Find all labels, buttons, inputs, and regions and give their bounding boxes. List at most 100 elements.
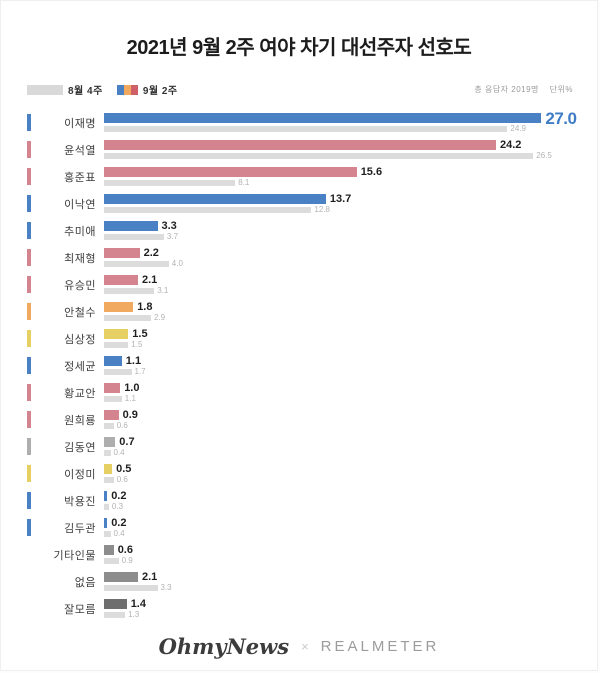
current-week-line: 0.5: [104, 463, 597, 475]
current-week-line: 2.1: [104, 274, 597, 286]
previous-week-bar: [104, 395, 122, 402]
candidate-label: 기타인물: [53, 549, 96, 562]
chart-row: 심상정 1.5 1.5: [1, 325, 597, 352]
current-week-line: 1.1: [104, 355, 597, 367]
bar-group: 0.2 0.4: [104, 517, 597, 538]
bar-group: 27.0 24.9: [104, 110, 597, 133]
previous-week-line: 4.0: [104, 259, 597, 268]
party-color-tick: [27, 114, 31, 131]
chart-row: 윤석열 24.2 26.5: [1, 136, 597, 163]
party-color-tick: [27, 411, 31, 428]
current-week-value: 0.6: [117, 543, 133, 556]
current-week-line: 15.6: [104, 166, 597, 178]
unit-text: 단위%: [549, 85, 573, 94]
bar-group: 0.6 0.9: [104, 544, 597, 565]
candidate-label: 추미애: [64, 225, 96, 238]
curr-week-label: 9월 2주: [142, 86, 178, 97]
bar-group: 0.9 0.6: [104, 409, 597, 430]
current-week-bar: [104, 572, 138, 582]
prev-week-label: 8월 4주: [68, 86, 103, 97]
previous-week-bar: [104, 287, 155, 294]
bar-group: 2.1 3.3: [104, 571, 597, 592]
current-week-line: 1.0: [104, 382, 597, 394]
current-week-value: 0.5: [116, 462, 132, 475]
party-color-tick: [27, 303, 31, 320]
current-week-bar: [104, 437, 116, 447]
previous-week-bar: [104, 611, 126, 618]
chart-row: 홍준표 15.6 8.1: [1, 163, 597, 190]
previous-week-value: 1.5: [131, 339, 143, 349]
candidate-label: 이재명: [64, 117, 96, 130]
previous-week-value: 3.1: [157, 285, 169, 295]
bar-group: 3.3 3.7: [104, 220, 597, 241]
candidate-label: 홍준표: [64, 171, 96, 184]
current-week-value: 15.6: [360, 165, 383, 178]
prev-week-swatch: [27, 84, 63, 95]
current-week-line: 0.9: [104, 409, 597, 421]
previous-week-bar: [104, 449, 111, 456]
chart-row: 이정미 0.5 0.6: [1, 460, 597, 487]
bar-group: 24.2 26.5: [104, 139, 597, 160]
chart-row: 잘모름 1.4 1.3: [1, 595, 597, 622]
current-week-value: 0.7: [119, 435, 135, 448]
candidate-label: 윤석열: [64, 144, 96, 157]
chart-row: 이재명 27.0 24.9: [1, 109, 597, 136]
bar-group: 2.1 3.1: [104, 274, 597, 295]
realmeter-logo: REALMETER: [320, 637, 440, 655]
current-week-bar: [104, 275, 138, 285]
previous-week-bar: [104, 179, 236, 186]
curr-swatch-orange-segment: [123, 84, 131, 95]
previous-week-bar: [104, 530, 111, 537]
curr-swatch-red-segment: [130, 84, 138, 95]
party-color-tick: [27, 141, 31, 158]
party-color-tick: [27, 249, 31, 266]
current-week-bar: [104, 113, 542, 123]
current-week-value: 1.0: [124, 381, 140, 394]
current-week-line: 0.2: [104, 490, 597, 502]
previous-week-line: 0.4: [104, 529, 597, 538]
candidate-label: 최재형: [64, 252, 96, 265]
current-week-bar: [104, 464, 113, 474]
current-week-line: 2.2: [104, 247, 597, 259]
bar-group: 1.5 1.5: [104, 328, 597, 349]
previous-week-line: 2.9: [104, 313, 597, 322]
previous-week-line: 1.3: [104, 610, 597, 619]
current-week-bar: [104, 599, 127, 609]
previous-week-bar: [104, 584, 158, 591]
current-week-value: 1.4: [130, 597, 146, 610]
previous-week-line: 1.5: [104, 340, 597, 349]
current-week-line: 1.8: [104, 301, 597, 313]
previous-week-line: 3.1: [104, 286, 597, 295]
candidate-label: 황교안: [64, 387, 96, 400]
previous-week-value: 8.1: [238, 177, 250, 187]
respondents-text: 총 응답자 2019명: [474, 85, 539, 94]
previous-week-value: 1.7: [134, 366, 146, 376]
party-color-tick: [27, 519, 31, 536]
bar-group: 1.1 1.7: [104, 355, 597, 376]
chart-row: 이낙연 13.7 12.8: [1, 190, 597, 217]
previous-week-bar: [104, 557, 119, 564]
current-week-value: 1.1: [125, 354, 142, 367]
party-color-tick: [27, 492, 31, 509]
current-week-line: 24.2: [104, 139, 597, 151]
current-week-bar: [104, 356, 122, 366]
previous-week-bar: [104, 341, 129, 348]
previous-week-value: 0.6: [116, 474, 128, 484]
current-week-value: 2.1: [142, 570, 158, 583]
current-week-bar: [104, 194, 326, 204]
previous-week-value: 0.4: [113, 447, 125, 457]
previous-week-line: 3.7: [104, 232, 597, 241]
current-week-bar: [104, 221, 158, 231]
candidate-label: 유승민: [64, 279, 96, 292]
current-week-bar: [104, 167, 357, 177]
party-color-tick: [27, 330, 31, 347]
curr-week-swatch: [116, 84, 138, 95]
candidate-label: 박용진: [64, 495, 96, 508]
current-week-line: 2.1: [104, 571, 597, 583]
current-week-line: 13.7: [104, 193, 597, 205]
previous-week-bar: [104, 422, 114, 429]
previous-week-value: 3.3: [160, 582, 172, 592]
current-week-value: 0.2: [111, 516, 127, 529]
party-color-tick: [27, 168, 31, 185]
current-week-value: 3.3: [161, 219, 177, 232]
